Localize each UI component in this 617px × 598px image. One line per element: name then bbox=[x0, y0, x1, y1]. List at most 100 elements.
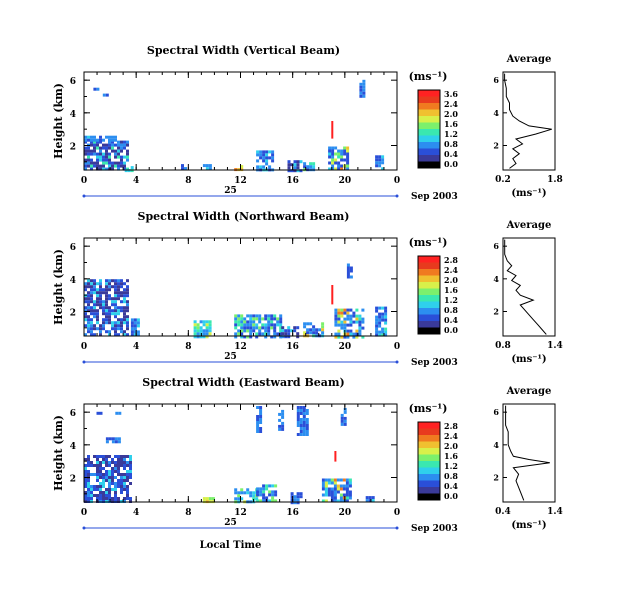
heatmap-cell bbox=[281, 424, 285, 428]
heatmap-cell bbox=[120, 155, 123, 159]
heatmap-cell bbox=[243, 491, 247, 495]
colorbar-swatch bbox=[418, 301, 440, 309]
heatmap-cell bbox=[276, 332, 280, 336]
heatmap-cell bbox=[305, 427, 309, 430]
heatmap-cell bbox=[249, 329, 253, 333]
heatmap-cell bbox=[199, 326, 203, 330]
heatmap-cell bbox=[120, 461, 123, 464]
heatmap-cell bbox=[340, 416, 344, 420]
heatmap-cell bbox=[264, 326, 268, 330]
heatmap-cell bbox=[93, 315, 96, 319]
heatmap-cell bbox=[117, 455, 120, 458]
heatmap-cell bbox=[93, 494, 96, 497]
heatmap-cell bbox=[240, 329, 244, 333]
colorbar-swatch bbox=[418, 441, 440, 449]
heatmap-cell bbox=[105, 158, 108, 162]
heatmap-cell bbox=[96, 309, 99, 313]
heatmap-cell bbox=[120, 140, 123, 144]
x-tick-label: 16 bbox=[286, 342, 299, 352]
heatmap-cell bbox=[267, 332, 271, 336]
heatmap-cell bbox=[193, 329, 197, 333]
heatmap-cell bbox=[270, 314, 274, 318]
heatmap-cell bbox=[333, 484, 337, 488]
heatmap-cell bbox=[299, 412, 303, 415]
heatmap-cell bbox=[330, 478, 334, 482]
heatmap-cell bbox=[299, 160, 303, 164]
average-y-tick-label: 2 bbox=[493, 141, 499, 151]
heatmap-cell bbox=[114, 303, 117, 307]
heatmap-cell bbox=[105, 473, 108, 476]
heatmap-cell bbox=[273, 314, 277, 318]
heatmap-cell bbox=[381, 327, 385, 331]
colorbar-swatch bbox=[418, 428, 440, 436]
heatmap-cell bbox=[87, 324, 90, 328]
heatmap-cell bbox=[362, 79, 366, 83]
heatmap-cell bbox=[87, 146, 90, 150]
heatmap-cell bbox=[84, 158, 87, 162]
heatmap-cell bbox=[84, 306, 87, 310]
heatmap-cell bbox=[296, 163, 300, 167]
heatmap-cell bbox=[114, 455, 117, 458]
heatmap-cell bbox=[270, 326, 274, 330]
heatmap-cell bbox=[381, 161, 385, 165]
heatmap-cell bbox=[262, 484, 266, 488]
heatmap-cell bbox=[256, 490, 260, 494]
heatmap-cell bbox=[96, 479, 99, 482]
colorbar-unit: (ms⁻¹) bbox=[409, 70, 448, 83]
heatmap-cell bbox=[255, 332, 259, 336]
heatmap-cell bbox=[302, 412, 306, 415]
heatmap-cell bbox=[259, 427, 263, 430]
heatmap-cell bbox=[93, 473, 96, 476]
heatmap-cell bbox=[352, 320, 356, 324]
colorbar-tick-label: 2.4 bbox=[444, 99, 458, 109]
heatmap-cell bbox=[105, 135, 108, 139]
heatmap-cell bbox=[96, 494, 99, 497]
heatmap-cell bbox=[305, 433, 309, 436]
heatmap-cell bbox=[296, 498, 300, 502]
heatmap-cell bbox=[90, 149, 93, 153]
heatmap-cell bbox=[302, 421, 306, 424]
heatmap-cell bbox=[123, 464, 126, 467]
heatmap-cell bbox=[352, 335, 356, 339]
heatmap-cell bbox=[90, 327, 93, 331]
heatmap-cell bbox=[346, 146, 350, 150]
date-day-label: 25 bbox=[224, 352, 237, 362]
heatmap-cell bbox=[299, 409, 303, 412]
heatmap-cell bbox=[123, 318, 126, 322]
heatmap-cell bbox=[264, 335, 268, 339]
heatmap-cell bbox=[93, 324, 96, 328]
heatmap-cell bbox=[337, 311, 341, 315]
heatmap-cell bbox=[365, 496, 369, 500]
heatmap-cell bbox=[126, 155, 129, 159]
heatmap-cell bbox=[333, 487, 337, 491]
heatmap-cell bbox=[120, 327, 123, 331]
colorbar-swatch bbox=[418, 269, 440, 276]
heatmap-cell bbox=[334, 152, 338, 156]
heatmap-cell bbox=[296, 501, 300, 505]
heatmap-cell bbox=[259, 150, 263, 154]
heatmap-cell bbox=[90, 158, 93, 162]
heatmap-cell bbox=[111, 285, 114, 289]
heatmap-cell bbox=[114, 135, 117, 139]
heatmap-cell bbox=[102, 312, 105, 316]
colorbar-tick-label: 1.6 bbox=[444, 285, 458, 295]
heatmap-cell bbox=[268, 156, 272, 160]
heatmap-cell bbox=[114, 461, 117, 464]
heatmap-cell bbox=[99, 467, 102, 470]
average-y-tick-label: 4 bbox=[493, 108, 499, 118]
heatmap-cell bbox=[87, 158, 90, 162]
heatmap-cell bbox=[105, 461, 108, 464]
heatmap-cell bbox=[302, 406, 306, 409]
heatmap-cell bbox=[87, 164, 90, 168]
heatmap-cell bbox=[126, 149, 129, 153]
heatmap-cell bbox=[84, 312, 87, 316]
heatmap-cell bbox=[208, 326, 212, 330]
average-profile-line bbox=[504, 73, 552, 169]
heatmap-cell bbox=[378, 312, 382, 316]
heatmap-cell bbox=[340, 320, 344, 324]
heatmap-cell bbox=[108, 282, 111, 286]
heatmap-cell bbox=[359, 88, 363, 92]
heatmap-cell bbox=[290, 163, 294, 167]
heatmap-cell bbox=[102, 479, 105, 482]
heatmap-cell bbox=[302, 415, 306, 418]
